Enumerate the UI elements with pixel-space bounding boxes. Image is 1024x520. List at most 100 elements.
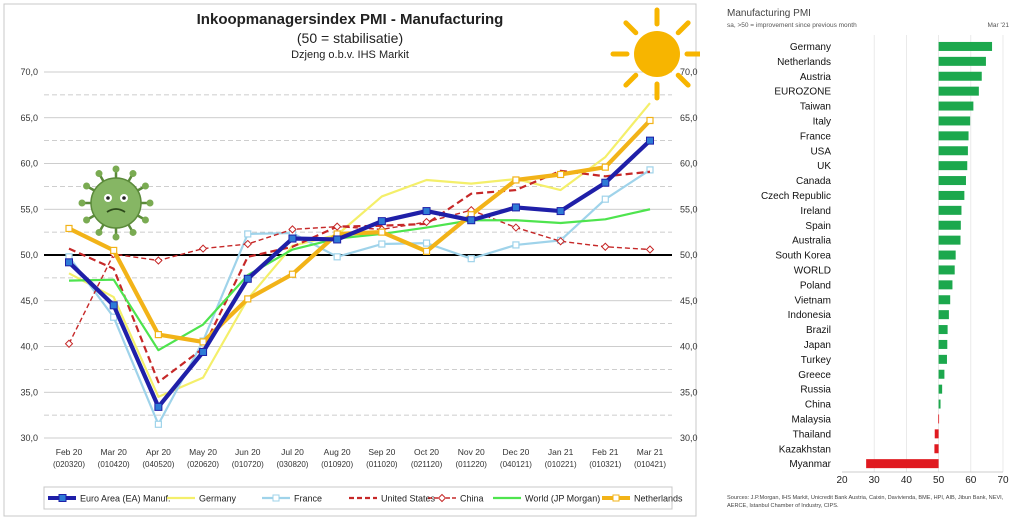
legend-item: Euro Area (EA) Manuf. bbox=[48, 494, 171, 504]
data-point bbox=[467, 255, 475, 263]
legend-marker bbox=[437, 493, 447, 503]
y-tick-label-right: 55,0 bbox=[680, 204, 698, 214]
series-line bbox=[68, 102, 651, 398]
bar-category-label: Turkey bbox=[801, 355, 831, 366]
bar-category-label: WORLD bbox=[794, 265, 831, 276]
bar-x-tick-label: 30 bbox=[869, 475, 881, 486]
virus-spike-tip bbox=[146, 199, 154, 207]
bar-row: Poland bbox=[800, 280, 953, 291]
pmi-bar-chart-panel: Germany Netherlands Austria EUROZONE Taiwan I… bbox=[700, 0, 1024, 520]
bar-row: Spain bbox=[805, 220, 961, 232]
legend-marker bbox=[272, 494, 280, 502]
bar-category-label: Poland bbox=[800, 280, 831, 291]
data-point bbox=[199, 347, 208, 356]
data-point bbox=[377, 217, 386, 226]
bar-row: USA bbox=[810, 146, 968, 157]
bar bbox=[938, 310, 949, 320]
virus-mouth bbox=[106, 208, 126, 213]
y-tick-label-left: 40,0 bbox=[20, 342, 38, 352]
bar bbox=[866, 459, 939, 469]
bar bbox=[938, 250, 956, 260]
y-tick-label-right: 30,0 bbox=[680, 433, 698, 443]
x-tick-label: Jul 20 bbox=[281, 447, 304, 457]
data-point bbox=[154, 420, 162, 428]
series-line bbox=[68, 208, 651, 352]
legend-item: United States bbox=[349, 494, 436, 504]
bar-chart-date: Mar '21 bbox=[987, 22, 1009, 29]
data-point bbox=[288, 270, 297, 278]
bar bbox=[938, 56, 986, 66]
bar bbox=[938, 354, 947, 364]
bar-category-label: Brazil bbox=[806, 325, 831, 336]
bar-category-label: Myanmar bbox=[789, 459, 831, 470]
bar-category-label: Germany bbox=[790, 42, 831, 53]
bar-row: Thailand bbox=[793, 429, 939, 440]
bar-row: France bbox=[800, 131, 969, 142]
legend-item: World (JP Morgan) bbox=[493, 494, 600, 504]
data-point bbox=[601, 195, 609, 203]
y-tick-label-left: 30,0 bbox=[20, 433, 38, 443]
bar-row: Austria bbox=[800, 71, 982, 83]
legend-item: China bbox=[428, 494, 484, 504]
data-point bbox=[601, 178, 610, 187]
x-tick-date-label: (040121) bbox=[500, 460, 532, 469]
bar bbox=[938, 295, 951, 305]
bar-category-label: Kazakhstan bbox=[779, 444, 831, 455]
y-tick-label-left: 55,0 bbox=[20, 204, 38, 214]
chart-title: Inkoopmanagersindex PMI - Manufacturing bbox=[196, 11, 504, 28]
bar-category-label: Malaysia bbox=[792, 414, 832, 425]
data-point bbox=[556, 207, 565, 216]
bar bbox=[938, 161, 968, 171]
bar-row: Germany bbox=[790, 41, 993, 53]
virus-spike-tip bbox=[83, 182, 91, 190]
x-tick-label: Nov 20 bbox=[458, 447, 485, 457]
pmi-line-chart-panel: 30,0 30,0 35,0 35,0 40,0 40,0 45,0 45,0 50,0 50,0… bbox=[3, 3, 700, 517]
x-tick-label: Aug 20 bbox=[324, 447, 351, 457]
bar bbox=[938, 399, 941, 409]
bar-category-label: Japan bbox=[804, 340, 831, 351]
x-tick-date-label: (010321) bbox=[589, 460, 621, 469]
bar-row: WORLD bbox=[794, 265, 955, 276]
bar bbox=[938, 265, 955, 275]
chart-source-note: Dzjeng o.b.v. IHS Markit bbox=[291, 49, 409, 61]
bar bbox=[938, 414, 940, 424]
legend-label: Netherlands bbox=[634, 494, 683, 504]
data-point bbox=[288, 225, 297, 234]
bar-chart-title: Manufacturing PMI bbox=[727, 8, 811, 19]
bar-category-label: Austria bbox=[800, 72, 832, 83]
x-tick-date-label: (010420) bbox=[98, 460, 130, 469]
x-tick-date-label: (011220) bbox=[456, 460, 488, 469]
virus-spike-tip bbox=[141, 216, 149, 224]
bar-category-label: Russia bbox=[800, 385, 831, 396]
data-point bbox=[109, 301, 118, 310]
data-point bbox=[645, 245, 655, 254]
sources-note: Sources: J.P.Morgan, IHS Markit, Unicred… bbox=[727, 495, 1004, 509]
bar-category-label: France bbox=[800, 131, 832, 142]
chart-frame bbox=[3, 3, 697, 517]
data-point bbox=[601, 163, 609, 171]
y-tick-label-right: 45,0 bbox=[680, 296, 698, 306]
sun-ray bbox=[623, 20, 639, 36]
sun-disc bbox=[634, 31, 680, 77]
legend-item: Germany bbox=[167, 494, 237, 504]
bar bbox=[934, 429, 939, 439]
bar-category-label: Taiwan bbox=[800, 102, 831, 113]
bar-category-label: Greece bbox=[798, 370, 831, 381]
y-tick-label-left: 45,0 bbox=[20, 296, 38, 306]
bar-row: Myanmar bbox=[789, 459, 939, 470]
virus-spike-tip bbox=[141, 182, 149, 190]
data-point bbox=[556, 237, 565, 246]
data-point bbox=[244, 295, 252, 303]
y-tick-label-right: 60,0 bbox=[680, 159, 698, 169]
bar-row: Russia bbox=[800, 384, 943, 396]
bar-row: Kazakhstan bbox=[779, 444, 939, 455]
data-point bbox=[65, 258, 73, 267]
data-point bbox=[557, 170, 565, 179]
virus-spike-tip bbox=[112, 233, 120, 241]
virus-spike-tip bbox=[95, 228, 103, 236]
bar-row: Netherlands bbox=[777, 56, 986, 68]
virus-pupil bbox=[122, 196, 126, 200]
legend-label: Germany bbox=[199, 494, 237, 504]
bar-category-label: Canada bbox=[796, 176, 831, 187]
data-point bbox=[511, 203, 520, 212]
